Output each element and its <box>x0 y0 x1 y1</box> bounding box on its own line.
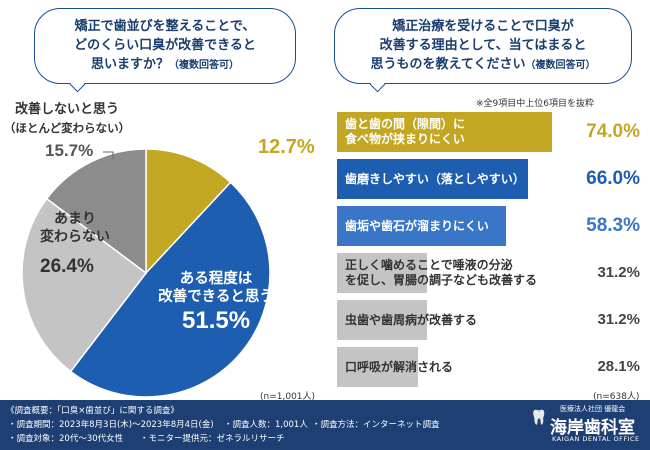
bar-label-4-line1: 正しく噛めることで唾液の分泌 <box>345 258 513 272</box>
bar-value-4: 31.2% <box>597 263 640 281</box>
bar-4 <box>337 253 428 293</box>
footer-title: 《調査概要：「口臭×歯並び」に関する調査》 <box>6 406 179 416</box>
left-n-label: (n=1,001人) <box>260 392 316 402</box>
footer: 《調査概要：「口臭×歯並び」に関する調査》 ・調査期間：2023年8月3日(木)… <box>0 400 650 450</box>
bar-value-6: 28.1% <box>597 357 640 375</box>
bar-value-3: 58.3% <box>586 214 640 236</box>
bar-label-4-line2: を促し、胃腸の調子なども改善する <box>345 273 538 287</box>
pie-label-very: とても改善 できると思う <box>152 118 230 154</box>
pie-slice-little <box>21 197 148 373</box>
pie-label-little-line2: 変わらない <box>40 229 110 245</box>
pie-label-very-line1: とても改善 <box>152 119 216 134</box>
bar-1 <box>337 112 552 152</box>
bar-label-1: 歯と歯の間（隙間）に 食べ物が挟まりにくい <box>345 117 465 147</box>
right-question-line1: 矯正治療を受けることで口臭が <box>392 19 574 34</box>
bar-label-5-line1: 虫歯や歯周病が改善する <box>345 312 478 327</box>
pie-label-none-line2: （ほとんど変わらない） <box>3 121 131 135</box>
bar-label-2: 歯磨きしやすい（落としやすい） <box>345 172 525 187</box>
pie-label-somewhat: ある程度は 改善できると思う <box>146 270 286 306</box>
pie-slice-very <box>145 148 232 275</box>
right-subnote: ※全9項目中上位6項目を抜粋 <box>476 99 594 109</box>
bar-label-6-line1: 口呼吸が解消される <box>345 359 454 374</box>
right-question-note: （複数回答可） <box>525 60 596 71</box>
logo-small-text: 医療法人社団 優龍会 <box>560 405 626 413</box>
pie-label-little: あまり 変わらない <box>30 210 120 246</box>
left-question-line1: 矯正で歯並びを整えることで、 <box>74 19 256 34</box>
right-n-label: (n=638人) <box>593 392 640 402</box>
right-question-bubble: 矯正治療を受けることで口臭が 改善する理由として、当てはまると 思うものを教えて… <box>334 8 632 84</box>
footer-method: ・調査方法：インターネット調査 <box>312 420 440 430</box>
bar-label-6: 口呼吸が解消される <box>345 360 453 375</box>
pie-value-little: 26.4% <box>40 256 94 277</box>
pie-label-none: 改善しないと思う （ほとんど変わらない） <box>2 101 132 137</box>
bar-3 <box>337 206 507 246</box>
pie-label-very-line2: できると思う <box>152 137 230 152</box>
right-question-line2: 改善する理由として、当てはまると <box>379 38 587 53</box>
pie-slice-none <box>45 148 147 275</box>
bar-2 <box>337 159 529 199</box>
pie-slice-somewhat <box>69 181 271 398</box>
left-question-line3: 思いますか？ <box>90 57 169 72</box>
pie-label-none-line1: 改善しないと思う <box>14 102 119 117</box>
bar-5 <box>337 300 428 340</box>
bar-value-2: 66.0% <box>586 167 640 189</box>
bar-value-1: 74.0% <box>586 120 640 142</box>
logo-en-text: KAIGAN DENTAL OFFICE <box>552 435 640 443</box>
pie-label-little-line1: あまり <box>54 211 96 227</box>
bar-label-3-line1: 歯垢や歯石が溜まりにくい <box>345 218 489 233</box>
bar-label-5: 虫歯や歯周病が改善する <box>345 313 477 328</box>
pie-value-somewhat: 51.5% <box>182 307 251 334</box>
bar-value-5: 31.2% <box>597 310 640 328</box>
logo-main-text: 海岸歯科室 <box>550 418 635 438</box>
bar-label-3: 歯垢や歯石が溜まりにくい <box>345 219 489 234</box>
pie-label-somewhat-line1: ある程度は <box>179 271 253 287</box>
pie-leader-line <box>103 151 114 159</box>
bar-label-2-line1: 歯磨きしやすい（落としやすい） <box>345 171 525 186</box>
footer-count: ・調査人数：1,001人 <box>224 420 308 430</box>
footer-target: ・調査対象：20代〜30代女性 <box>8 434 124 444</box>
pie-chart <box>21 148 271 398</box>
logo-tooth-icon: 🦷 <box>530 410 548 426</box>
footer-period: ・調査期間：2023年8月3日(木)〜2023年8月4日(金) <box>8 420 214 430</box>
pie-value-none: 15.7% <box>45 141 94 160</box>
pie-value-very: 12.7% <box>258 136 315 158</box>
pie-label-somewhat-line2: 改善できると思う <box>158 289 274 305</box>
left-question-line2: どのくらい口臭が改善できると <box>74 38 256 53</box>
bar-label-4: 正しく噛めることで唾液の分泌 を促し、胃腸の調子なども改善する <box>345 258 537 288</box>
footer-provider: ・モニター提供元：ゼネラルリサーチ <box>140 434 285 444</box>
bar-label-1-line1: 歯と歯の間（隙間）に <box>345 117 466 131</box>
bar-6 <box>337 347 419 387</box>
right-question-line3: 思うものを教えてください <box>370 57 526 72</box>
bar-label-1-line2: 食べ物が挟まりにくい <box>345 132 465 146</box>
left-question-note: （複数回答可） <box>169 60 239 71</box>
left-question-bubble: 矯正で歯並びを整えることで、 どのくらい口臭が改善できると 思いますか？（複数回… <box>34 8 296 84</box>
